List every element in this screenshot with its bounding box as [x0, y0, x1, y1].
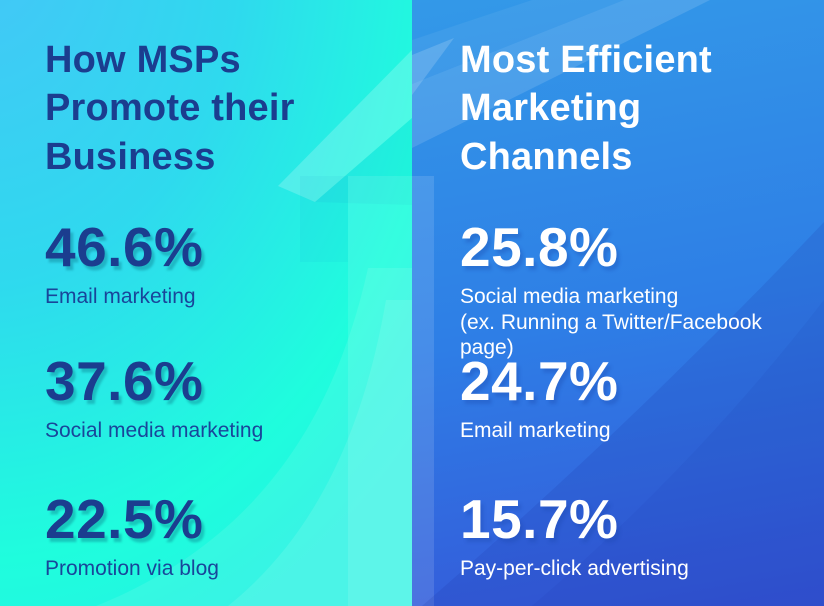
stat-label: Social media marketing: [45, 419, 264, 442]
right-panel: Most Efficient Marketing Channels 25.8% …: [412, 0, 824, 606]
left-panel-title: How MSPs Promote their Business: [45, 39, 295, 178]
right-stat-social-media: 25.8% Social media marketing (ex. Runnin…: [460, 220, 800, 361]
stat-value: 15.7%: [460, 488, 619, 550]
right-stat-ppc-advertising: 15.7% Pay-per-click advertising: [460, 492, 800, 582]
stat-value: 22.5%: [45, 488, 204, 550]
left-stat-blog-promotion: 22.5% Promotion via blog: [45, 492, 385, 582]
stat-sublabel: (ex. Running a Twitter/Facebook page): [460, 310, 762, 360]
stat-value: 46.6%: [45, 216, 204, 278]
stat-label: Email marketing: [45, 285, 196, 308]
stat-value: 24.7%: [460, 350, 619, 412]
stat-value: 37.6%: [45, 350, 204, 412]
stat-label: Email marketing: [460, 419, 611, 442]
stat-label: Pay-per-click advertising: [460, 557, 689, 580]
right-stat-email-marketing: 24.7% Email marketing: [460, 354, 800, 444]
left-panel: How MSPs Promote their Business 46.6% Em…: [0, 0, 412, 606]
left-stat-email-marketing: 46.6% Email marketing: [45, 220, 385, 310]
stat-value: 25.8%: [460, 216, 619, 278]
right-panel-title: Most Efficient Marketing Channels: [460, 39, 712, 178]
stat-label: Social media marketing: [460, 285, 679, 308]
stat-label: Promotion via blog: [45, 557, 219, 580]
left-stat-social-media: 37.6% Social media marketing: [45, 354, 385, 444]
